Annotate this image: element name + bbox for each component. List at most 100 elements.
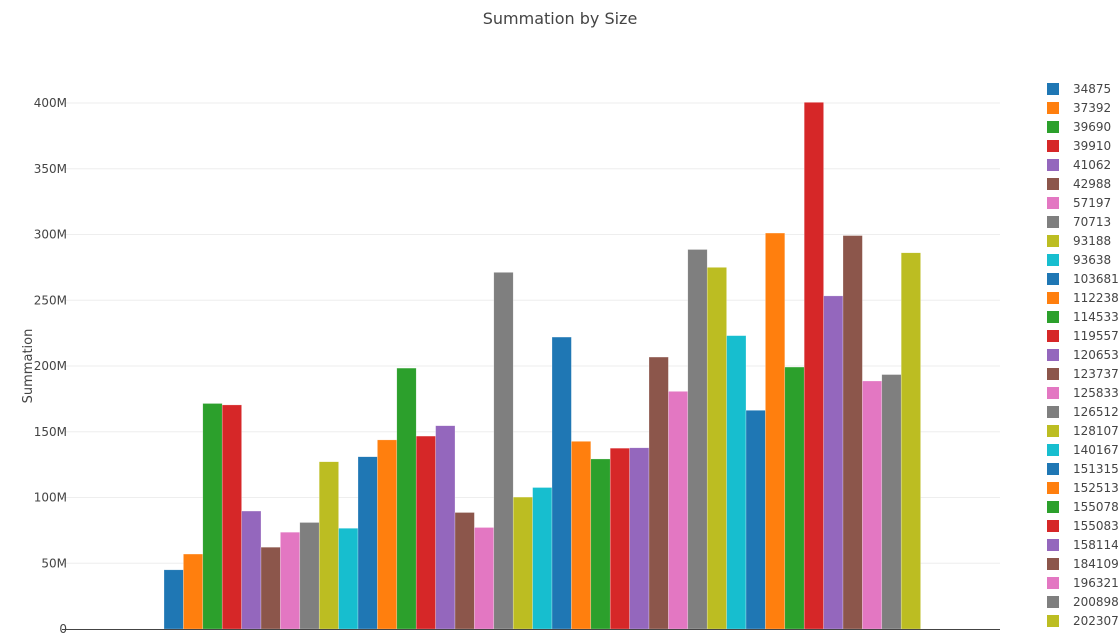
legend-item[interactable]: 140167 <box>1047 443 1118 457</box>
legend-item[interactable]: 39910 <box>1047 139 1111 153</box>
bar[interactable] <box>784 366 805 630</box>
bar[interactable] <box>590 458 611 630</box>
bar[interactable] <box>202 403 223 630</box>
bar[interactable] <box>551 336 572 630</box>
legend-label: 200898 <box>1073 595 1118 609</box>
bar[interactable] <box>629 447 650 630</box>
legend-item[interactable]: 114533 <box>1047 310 1118 324</box>
bar[interactable] <box>823 295 844 630</box>
legend-item[interactable]: 41062 <box>1047 158 1111 172</box>
bar[interactable] <box>435 425 456 630</box>
legend-item[interactable]: 184109 <box>1047 557 1118 571</box>
legend-swatch <box>1047 615 1059 627</box>
legend-label: 151315 <box>1073 462 1118 476</box>
legend-label: 119557 <box>1073 329 1118 343</box>
bar[interactable] <box>163 569 184 630</box>
bar[interactable] <box>357 456 378 630</box>
bar[interactable] <box>745 410 766 630</box>
legend-item[interactable]: 37392 <box>1047 101 1111 115</box>
legend-item[interactable]: 42988 <box>1047 177 1111 191</box>
bar[interactable] <box>881 374 902 630</box>
legend-label: 152513 <box>1073 481 1118 495</box>
legend-item[interactable]: 93638 <box>1047 253 1111 267</box>
legend-item[interactable]: 152513 <box>1047 481 1118 495</box>
y-tick-label: 300M <box>34 228 67 242</box>
legend-item[interactable]: 158114 <box>1047 538 1118 552</box>
bar[interactable] <box>280 531 301 630</box>
legend-item[interactable]: 70713 <box>1047 215 1111 229</box>
bar[interactable] <box>862 380 883 630</box>
legend-swatch <box>1047 121 1059 133</box>
legend-label: 128107 <box>1073 424 1118 438</box>
legend-swatch <box>1047 482 1059 494</box>
legend-swatch <box>1047 349 1059 361</box>
chart-title: Summation by Size <box>483 9 638 28</box>
bar[interactable] <box>609 447 630 630</box>
legend-swatch <box>1047 539 1059 551</box>
y-tick-label: 400M <box>34 96 67 110</box>
legend-item[interactable]: 196321 <box>1047 576 1118 590</box>
bar[interactable] <box>241 510 262 630</box>
legend-item[interactable]: 57197 <box>1047 196 1111 210</box>
bar[interactable] <box>377 439 398 630</box>
legend-item[interactable]: 39690 <box>1047 120 1111 134</box>
bar[interactable] <box>299 522 320 630</box>
legend-label: 112238 <box>1073 291 1118 305</box>
legend-swatch <box>1047 406 1059 418</box>
bar[interactable] <box>900 252 921 630</box>
bar[interactable] <box>687 249 708 630</box>
bar[interactable] <box>571 441 592 630</box>
legend-label: 39910 <box>1073 139 1111 153</box>
bar[interactable] <box>668 391 689 630</box>
legend-item[interactable]: 120653 <box>1047 348 1118 362</box>
legend-swatch <box>1047 216 1059 228</box>
bar[interactable] <box>648 356 669 630</box>
bar[interactable] <box>706 267 727 630</box>
legend-swatch <box>1047 463 1059 475</box>
bar[interactable] <box>183 553 204 630</box>
bar[interactable] <box>474 527 495 630</box>
legend-item[interactable]: 202307 <box>1047 614 1118 628</box>
bar[interactable] <box>454 512 475 630</box>
legend-item[interactable]: 123737 <box>1047 367 1118 381</box>
legend-swatch <box>1047 596 1059 608</box>
bar[interactable] <box>765 232 786 630</box>
legend-item[interactable]: 125833 <box>1047 386 1118 400</box>
bar[interactable] <box>415 435 436 630</box>
legend-item[interactable]: 119557 <box>1047 329 1118 343</box>
legend-swatch <box>1047 330 1059 342</box>
legend-label: 114533 <box>1073 310 1118 324</box>
legend-item[interactable]: 34875 <box>1047 82 1111 96</box>
legend-swatch <box>1047 178 1059 190</box>
bar[interactable] <box>842 235 863 630</box>
legend-swatch <box>1047 292 1059 304</box>
legend-swatch <box>1047 387 1059 399</box>
bar[interactable] <box>532 487 553 630</box>
bar[interactable] <box>221 404 242 630</box>
legend-item[interactable]: 200898 <box>1047 595 1118 609</box>
bar[interactable] <box>493 272 514 630</box>
bar[interactable] <box>396 367 417 630</box>
bar[interactable] <box>318 461 339 630</box>
legend-label: 184109 <box>1073 557 1118 571</box>
y-tick-label: 200M <box>34 359 67 373</box>
legend-item[interactable]: 128107 <box>1047 424 1118 438</box>
legend-swatch <box>1047 520 1059 532</box>
legend-label: 57197 <box>1073 196 1111 210</box>
legend-label: 93638 <box>1073 253 1111 267</box>
legend-item[interactable]: 151315 <box>1047 462 1118 476</box>
legend-item[interactable]: 93188 <box>1047 234 1111 248</box>
legend-label: 93188 <box>1073 234 1111 248</box>
legend-item[interactable]: 155083 <box>1047 519 1118 533</box>
legend-item[interactable]: 126512 <box>1047 405 1118 419</box>
y-tick-label: 100M <box>34 491 67 505</box>
legend-item[interactable]: 103681 <box>1047 272 1118 286</box>
legend-item[interactable]: 155078 <box>1047 500 1118 514</box>
legend-item[interactable]: 112238 <box>1047 291 1118 305</box>
bar[interactable] <box>803 102 824 630</box>
bar[interactable] <box>338 528 359 630</box>
bar[interactable] <box>512 496 533 630</box>
bar[interactable] <box>726 335 747 630</box>
legend-swatch <box>1047 558 1059 570</box>
bar[interactable] <box>260 546 281 630</box>
